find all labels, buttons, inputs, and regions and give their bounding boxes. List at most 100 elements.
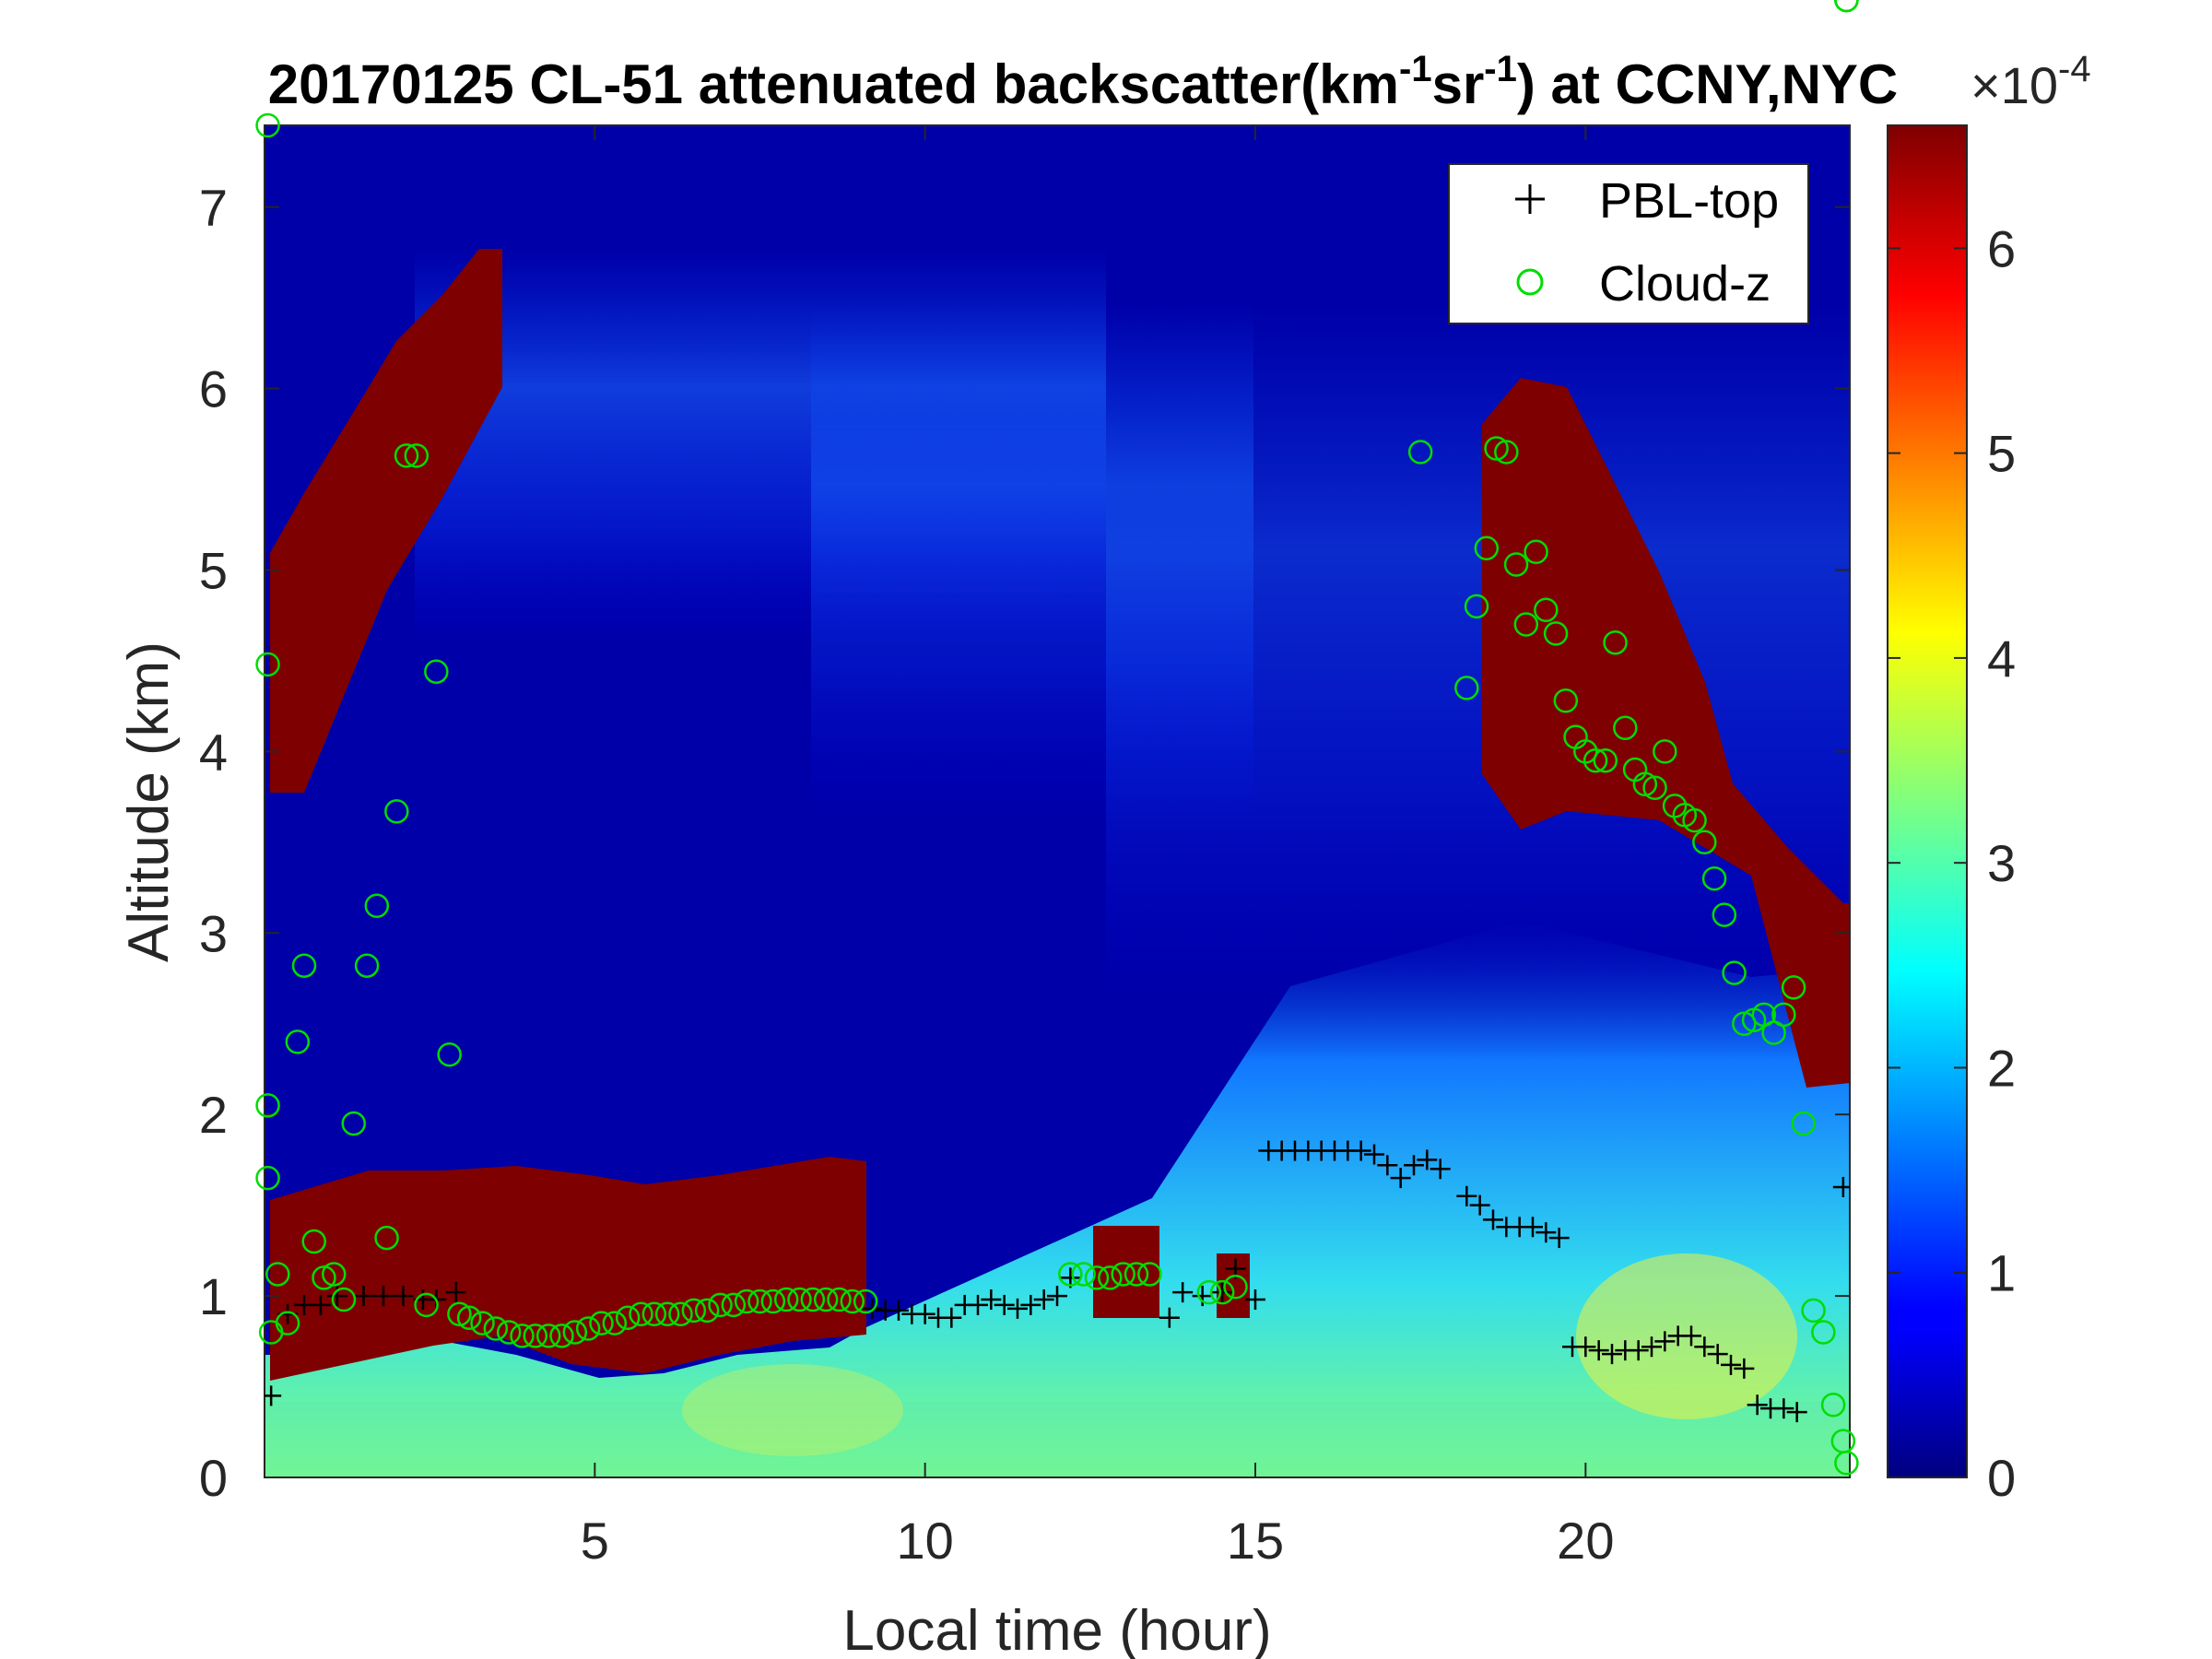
aerosol-patch: [682, 1364, 903, 1456]
pbl-top-point: [1535, 1222, 1557, 1243]
pbl-top-point: [1469, 1194, 1490, 1216]
cloud-z-point: [1124, 1262, 1149, 1287]
cloud-z-point: [1071, 1262, 1096, 1287]
y-tick-label: 0: [199, 1449, 228, 1507]
legend-box: [1448, 163, 1809, 324]
title-sup2: -1: [1484, 49, 1517, 89]
y-tick-label: 5: [199, 541, 228, 599]
cloud-z-point: [510, 1324, 535, 1348]
pbl-top-point: [1747, 1394, 1768, 1416]
cloud-z-point: [629, 1301, 653, 1327]
boundary-layer: [265, 922, 1850, 1477]
cloud-z-point: [1058, 1262, 1083, 1287]
chart-title: 20170125 CL-51 attenuated backscatter(km…: [268, 49, 1899, 115]
pbl-top-point: [1430, 1159, 1451, 1180]
cloud-z-point: [721, 1292, 747, 1318]
cloud-z-point: [589, 1311, 614, 1335]
cloud-z-point: [414, 1292, 439, 1318]
colorbar-exponent-power: -4: [2058, 49, 2091, 89]
cloud-z-point: [1111, 1262, 1135, 1287]
pbl-top-point: [862, 1298, 883, 1319]
pbl-top-point: [1694, 1336, 1715, 1358]
pbl-top-point: [326, 1286, 347, 1307]
pbl-top-point: [1602, 1344, 1622, 1365]
cloud-z-point: [800, 1287, 826, 1312]
legend-label-pbl: PBL-top: [1599, 173, 1779, 229]
cloud-z-point: [1722, 960, 1747, 985]
x-tick-label: 15: [1227, 1512, 1284, 1570]
cloud-z-point: [1209, 1279, 1235, 1305]
pbl-top-point: [1588, 1340, 1609, 1361]
pbl-top-point: [1007, 1298, 1028, 1319]
pbl-top-point: [1245, 1289, 1265, 1311]
mid-cloud: [270, 249, 502, 793]
pbl-top-point: [1417, 1149, 1438, 1171]
cloud-z-point: [535, 1324, 561, 1348]
cloud-z-point: [1653, 739, 1677, 764]
cloud-z-point: [734, 1288, 759, 1314]
cloud-z-point: [1712, 902, 1737, 927]
cloud-z-point: [354, 953, 380, 978]
cloud-z-point: [424, 659, 449, 684]
cloud-z-point: [275, 1311, 300, 1335]
surface-layer: [265, 1401, 1850, 1477]
cloud-z-point: [404, 443, 429, 468]
colorbar-tick-label: 1: [1987, 1244, 2016, 1302]
cloud-z-point: [255, 1093, 280, 1118]
pbl-top-point: [1377, 1155, 1398, 1176]
cloud-z-point: [840, 1288, 865, 1314]
cloud-z-point: [255, 112, 280, 138]
colorbar-exponent-base: ×10: [1971, 56, 2058, 114]
cloud-z-point: [615, 1305, 641, 1330]
cloud-z-point: [1513, 612, 1539, 637]
colorbar-tick-label: 4: [1987, 629, 2016, 688]
pbl-top-point: [1159, 1307, 1180, 1328]
pbl-top-point: [1575, 1336, 1596, 1358]
cloud-z-point: [575, 1316, 601, 1341]
cloud-z-point: [747, 1288, 772, 1314]
cloud-z-point: [1524, 539, 1548, 564]
colorbar-tick-label: 6: [1987, 219, 2016, 277]
cloud-z-point: [654, 1301, 680, 1327]
cloud-z-point: [1474, 535, 1500, 561]
pbl-top-point: [1832, 1176, 1850, 1197]
cloud-z-point: [291, 953, 317, 978]
cloud-z-point: [265, 1262, 290, 1287]
x-tick-label: 10: [897, 1512, 954, 1570]
y-axis-label: Altitude (km): [117, 641, 181, 962]
evening-cloud: [1482, 378, 1850, 1088]
pbl-top-point: [968, 1294, 988, 1315]
cloud-z-point: [437, 1041, 462, 1067]
cloud-z-point: [1534, 597, 1559, 623]
cloud-z-point: [1791, 1111, 1817, 1136]
cloud-z-point: [1613, 715, 1638, 741]
cloud-z-point: [1603, 629, 1628, 655]
cloud-z-point: [853, 1288, 878, 1314]
cloud-z-point: [1820, 1392, 1846, 1418]
cloud-z-point: [773, 1287, 799, 1312]
cloud-z-point: [827, 1287, 852, 1312]
legend-label-cloud: Cloud-z: [1599, 256, 1771, 312]
colorbar: [1887, 124, 1968, 1478]
y-tick-label: 4: [199, 723, 228, 781]
x-axis: 5 10 15 20: [581, 125, 1614, 1570]
cloud-z-point: [1503, 552, 1529, 577]
pbl-top-point: [1390, 1168, 1411, 1189]
pbl-top-point: [445, 1282, 466, 1303]
cloud-z-point: [322, 1262, 347, 1287]
pbl-top-point: [1033, 1289, 1054, 1311]
pbl-top-point: [1734, 1358, 1755, 1379]
pbl-top-point: [1773, 1398, 1794, 1419]
cloud-z-point: [1811, 1320, 1836, 1345]
cloud-z-point: [641, 1301, 667, 1327]
plot-frame: [264, 124, 1851, 1478]
upper-layer: [1106, 304, 1850, 1005]
colorbar-tick-label: 2: [1987, 1039, 2016, 1097]
cloud-z-point: [1484, 436, 1509, 461]
cloud-z-point: [1454, 676, 1479, 700]
pbl-top-point: [310, 1294, 331, 1315]
cloud-z-point: [694, 1298, 720, 1324]
title-end: ) at CCNY,NYC: [1517, 53, 1898, 115]
cloud-z-point: [1137, 1262, 1162, 1287]
